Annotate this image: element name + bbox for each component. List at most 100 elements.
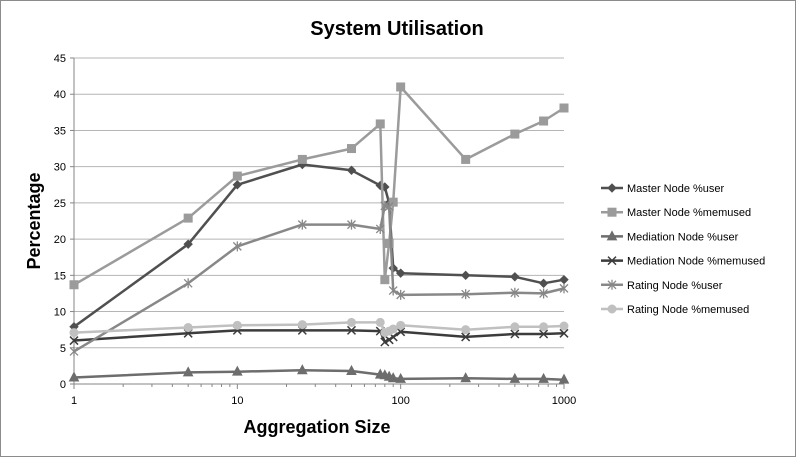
series-rating-node-user [69, 200, 569, 357]
data-point-mediation-node-user [509, 372, 521, 383]
legend-label: Master Node %memused [627, 207, 751, 219]
x-axis-ticks: 1 10 100 1000 [71, 384, 576, 407]
y-axis-title: Percentage [24, 172, 44, 269]
y-tick-label: 0 [60, 379, 66, 391]
legend-marker-rating-node-user [607, 279, 617, 290]
series-line-master-node-user [73, 163, 565, 328]
data-point-master-node-memused [461, 154, 471, 164]
series-rating-node-memused [69, 317, 569, 338]
legend-marker-rating-node-memused [607, 304, 617, 314]
plot-area [68, 82, 570, 384]
data-point-mediation-node-memused [384, 335, 394, 345]
legend: Master Node %user Master Node %memused Med… [601, 183, 765, 316]
data-point-rating-node-memused [510, 322, 520, 332]
legend-item-mediation-node-memused: Mediation Node %memused [601, 256, 765, 268]
legend-item-rating-node-memused: Rating Node %memused [601, 304, 749, 316]
data-point-mediation-node-user [296, 364, 308, 375]
legend-label: Mediation Node %memused [627, 256, 765, 268]
data-point-mediation-node-memused [559, 328, 569, 338]
y-tick-label: 40 [54, 89, 66, 101]
data-point-master-node-memused [346, 144, 356, 154]
data-point-master-node-memused [396, 82, 406, 92]
data-point-master-node-memused [69, 280, 79, 290]
data-point-master-node-memused [559, 103, 569, 113]
data-point-mediation-node-user [68, 371, 80, 382]
data-point-rating-node-memused [232, 320, 242, 330]
series-line-mediation-node-user [73, 368, 565, 381]
data-point-master-node-user [395, 268, 406, 278]
y-tick-label: 5 [60, 343, 66, 355]
legend-marker-master-node-user [607, 183, 617, 193]
y-tick-label: 15 [54, 270, 66, 282]
y-tick-label: 35 [54, 125, 66, 137]
data-point-rating-node-memused [375, 317, 385, 327]
data-point-rating-node-user [375, 223, 385, 234]
data-point-master-node-user [538, 278, 549, 289]
data-point-mediation-node-user [538, 372, 549, 383]
data-point-master-node-user [559, 274, 569, 285]
data-point-master-node-memused [510, 129, 520, 139]
data-point-master-node-memused [297, 154, 307, 164]
data-point-rating-node-user [559, 283, 569, 294]
legend-label: Rating Node %memused [627, 304, 749, 316]
data-point-mediation-node-user [460, 372, 471, 383]
data-point-master-node-memused [375, 119, 385, 129]
legend-item-master-node-memused: Master Node %memused [601, 207, 751, 219]
data-point-rating-node-memused [69, 328, 79, 338]
x-tick-label: 10 [231, 395, 243, 407]
data-point-master-node-user [183, 239, 193, 249]
y-axis-ticks: 0 5 10 15 20 25 30 35 40 45 [54, 53, 74, 391]
legend-label: Rating Node %user [627, 280, 723, 292]
series-mediation-node-memused [69, 325, 569, 347]
x-axis-title: Aggregation Size [243, 417, 390, 437]
data-point-mediation-node-memused [461, 332, 471, 342]
data-point-rating-node-user [183, 278, 193, 289]
data-point-rating-node-user [347, 219, 356, 230]
data-point-master-node-memused [380, 275, 390, 285]
legend-item-rating-node-user: Rating Node %user [601, 280, 723, 292]
data-point-master-node-user [460, 270, 471, 281]
data-point-mediation-node-user [395, 372, 406, 383]
data-point-mediation-node-memused [380, 337, 390, 347]
data-point-master-node-user [346, 165, 357, 175]
data-point-master-node-memused [183, 213, 193, 223]
data-point-rating-node-memused [539, 322, 549, 332]
y-tick-label: 20 [54, 234, 66, 246]
data-point-master-node-user [510, 272, 520, 282]
data-point-rating-node-user [539, 288, 549, 299]
data-point-mediation-node-memused [539, 329, 549, 339]
data-point-rating-node-memused [297, 320, 307, 330]
data-point-master-node-memused [539, 116, 549, 126]
data-point-mediation-node-user [182, 366, 194, 377]
legend-marker-master-node-memused [607, 207, 617, 217]
y-tick-label: 10 [54, 307, 66, 319]
data-point-mediation-node-memused [346, 325, 357, 335]
data-point-mediation-node-memused [396, 327, 406, 337]
data-point-rating-node-memused [396, 320, 406, 330]
series-master-node-memused [69, 82, 569, 290]
data-point-rating-node-memused [388, 324, 398, 334]
legend-item-master-node-user: Master Node %user [601, 183, 725, 195]
series-line-rating-node-user [73, 204, 565, 353]
data-point-mediation-node-memused [69, 336, 79, 346]
y-tick-label: 30 [54, 162, 66, 174]
data-point-rating-node-user [232, 241, 242, 252]
chart-title: System Utilisation [310, 18, 483, 40]
data-point-rating-node-memused [346, 317, 356, 327]
data-point-rating-node-user [384, 201, 394, 212]
x-tick-label: 1000 [552, 395, 576, 407]
series-line-mediation-node-memused [73, 329, 565, 344]
data-point-rating-node-user [388, 285, 398, 296]
data-point-rating-node-memused [461, 325, 471, 335]
data-point-mediation-node-user [558, 373, 570, 384]
data-point-mediation-node-user [232, 365, 243, 376]
series-mediation-node-user [68, 364, 570, 384]
data-point-rating-node-user [69, 346, 79, 357]
data-point-rating-node-user [510, 287, 520, 298]
legend-marker-mediation-node-memused [607, 256, 617, 266]
y-tick-label: 45 [54, 53, 66, 65]
gridlines [74, 57, 564, 349]
data-point-master-node-user [232, 180, 243, 190]
